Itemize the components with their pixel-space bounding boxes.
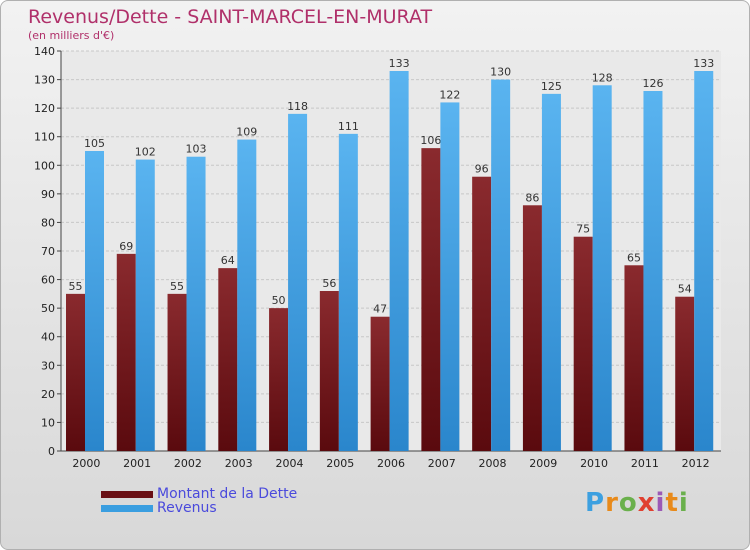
y-tick-label: 0 — [48, 445, 55, 458]
y-tick-label: 40 — [41, 331, 55, 344]
bar-dette — [624, 265, 644, 451]
bar-dette — [319, 291, 339, 451]
bar-revenus — [491, 79, 511, 452]
bar-dette — [573, 236, 593, 451]
x-tick-label: 2010 — [580, 457, 608, 470]
data-label: 122 — [439, 88, 460, 101]
legend: Montant de la Dette Revenus — [101, 486, 298, 516]
bar-dette — [421, 148, 441, 451]
bar-dette — [522, 205, 542, 451]
x-tick-label: 2012 — [682, 457, 710, 470]
data-label: 118 — [287, 100, 308, 113]
proxiti-logo: Proxiti — [585, 488, 689, 518]
y-tick-label: 90 — [41, 188, 55, 201]
bar-dette — [675, 296, 695, 451]
bar-revenus — [541, 93, 561, 451]
bar-revenus — [237, 139, 257, 452]
data-label: 126 — [642, 77, 663, 90]
data-label: 47 — [373, 303, 387, 316]
data-label: 106 — [420, 134, 441, 147]
data-label: 133 — [389, 57, 410, 70]
y-tick-label: 120 — [34, 102, 55, 115]
y-tick-label: 130 — [34, 74, 55, 87]
data-label: 102 — [135, 146, 156, 159]
x-tick-label: 2000 — [72, 457, 100, 470]
legend-swatch-revenus — [101, 504, 153, 512]
bar-revenus — [135, 159, 155, 452]
data-label: 111 — [338, 120, 359, 133]
x-tick-label: 2001 — [123, 457, 151, 470]
y-tick-label: 80 — [41, 216, 55, 229]
y-tick-label: 70 — [41, 245, 55, 258]
bar-dette — [472, 176, 492, 451]
legend-swatch-dette — [101, 490, 153, 498]
data-label: 96 — [475, 163, 489, 176]
y-tick-label: 50 — [41, 302, 55, 315]
y-tick-label: 20 — [41, 388, 55, 401]
data-label: 86 — [525, 191, 539, 204]
legend-label-dette: Montant de la Dette — [157, 486, 298, 502]
legend-item-revenus: Revenus — [101, 500, 297, 516]
chart-subtitle: (en milliers d'€) — [28, 29, 115, 42]
y-tick-label: 10 — [41, 416, 55, 429]
x-tick-label: 2003 — [225, 457, 253, 470]
x-tick-label: 2002 — [174, 457, 202, 470]
bar-chart: 0 10 20 30 40 50 60 70 80 90 100 110 120 130 140 55 105 2… — [34, 45, 721, 470]
y-tick-label: 140 — [34, 45, 55, 58]
data-label: 65 — [627, 251, 641, 264]
data-label: 125 — [541, 80, 562, 93]
data-label: 54 — [678, 283, 692, 296]
bar-revenus — [186, 156, 206, 451]
bar-revenus — [288, 113, 308, 451]
legend-item-dette: Montant de la Dette — [101, 486, 298, 502]
data-label: 109 — [236, 126, 257, 139]
x-tick-label: 2008 — [479, 457, 507, 470]
data-label: 105 — [84, 137, 105, 150]
bar-dette — [66, 293, 85, 451]
bar-revenus — [592, 85, 612, 452]
data-label: 128 — [592, 71, 613, 84]
data-label: 75 — [576, 223, 590, 236]
bar-revenus — [338, 133, 358, 451]
bar-revenus — [85, 151, 104, 451]
data-label: 64 — [221, 254, 235, 267]
x-tick-label: 2009 — [529, 457, 557, 470]
bar-revenus — [694, 71, 714, 451]
bar-revenus — [389, 71, 409, 451]
bar-dette — [218, 268, 238, 451]
x-tick-label: 2004 — [275, 457, 303, 470]
x-tick-label: 2007 — [428, 457, 456, 470]
bar-dette — [370, 316, 390, 451]
y-tick-label: 30 — [41, 359, 55, 372]
data-label: 103 — [186, 143, 207, 156]
y-tick-label: 110 — [34, 131, 55, 144]
data-label: 69 — [119, 240, 133, 253]
y-tick-label: 60 — [41, 274, 55, 287]
data-label: 55 — [170, 280, 184, 293]
bar-dette — [269, 308, 289, 451]
data-label: 50 — [272, 294, 286, 307]
bar-revenus — [643, 91, 663, 451]
x-tick-label: 2006 — [377, 457, 405, 470]
data-label: 133 — [693, 57, 714, 70]
legend-label-revenus: Revenus — [157, 500, 217, 516]
bar-revenus — [440, 102, 460, 451]
x-tick-label: 2005 — [326, 457, 354, 470]
data-label: 55 — [69, 280, 83, 293]
x-tick-label: 2011 — [631, 457, 659, 470]
data-label: 56 — [322, 277, 336, 290]
y-tick-label: 100 — [34, 159, 55, 172]
bar-dette — [167, 293, 187, 451]
chart-title: Revenus/Dette - SAINT-MARCEL-EN-MURAT — [28, 6, 433, 28]
bar-dette — [116, 253, 136, 451]
data-label: 130 — [490, 66, 511, 79]
